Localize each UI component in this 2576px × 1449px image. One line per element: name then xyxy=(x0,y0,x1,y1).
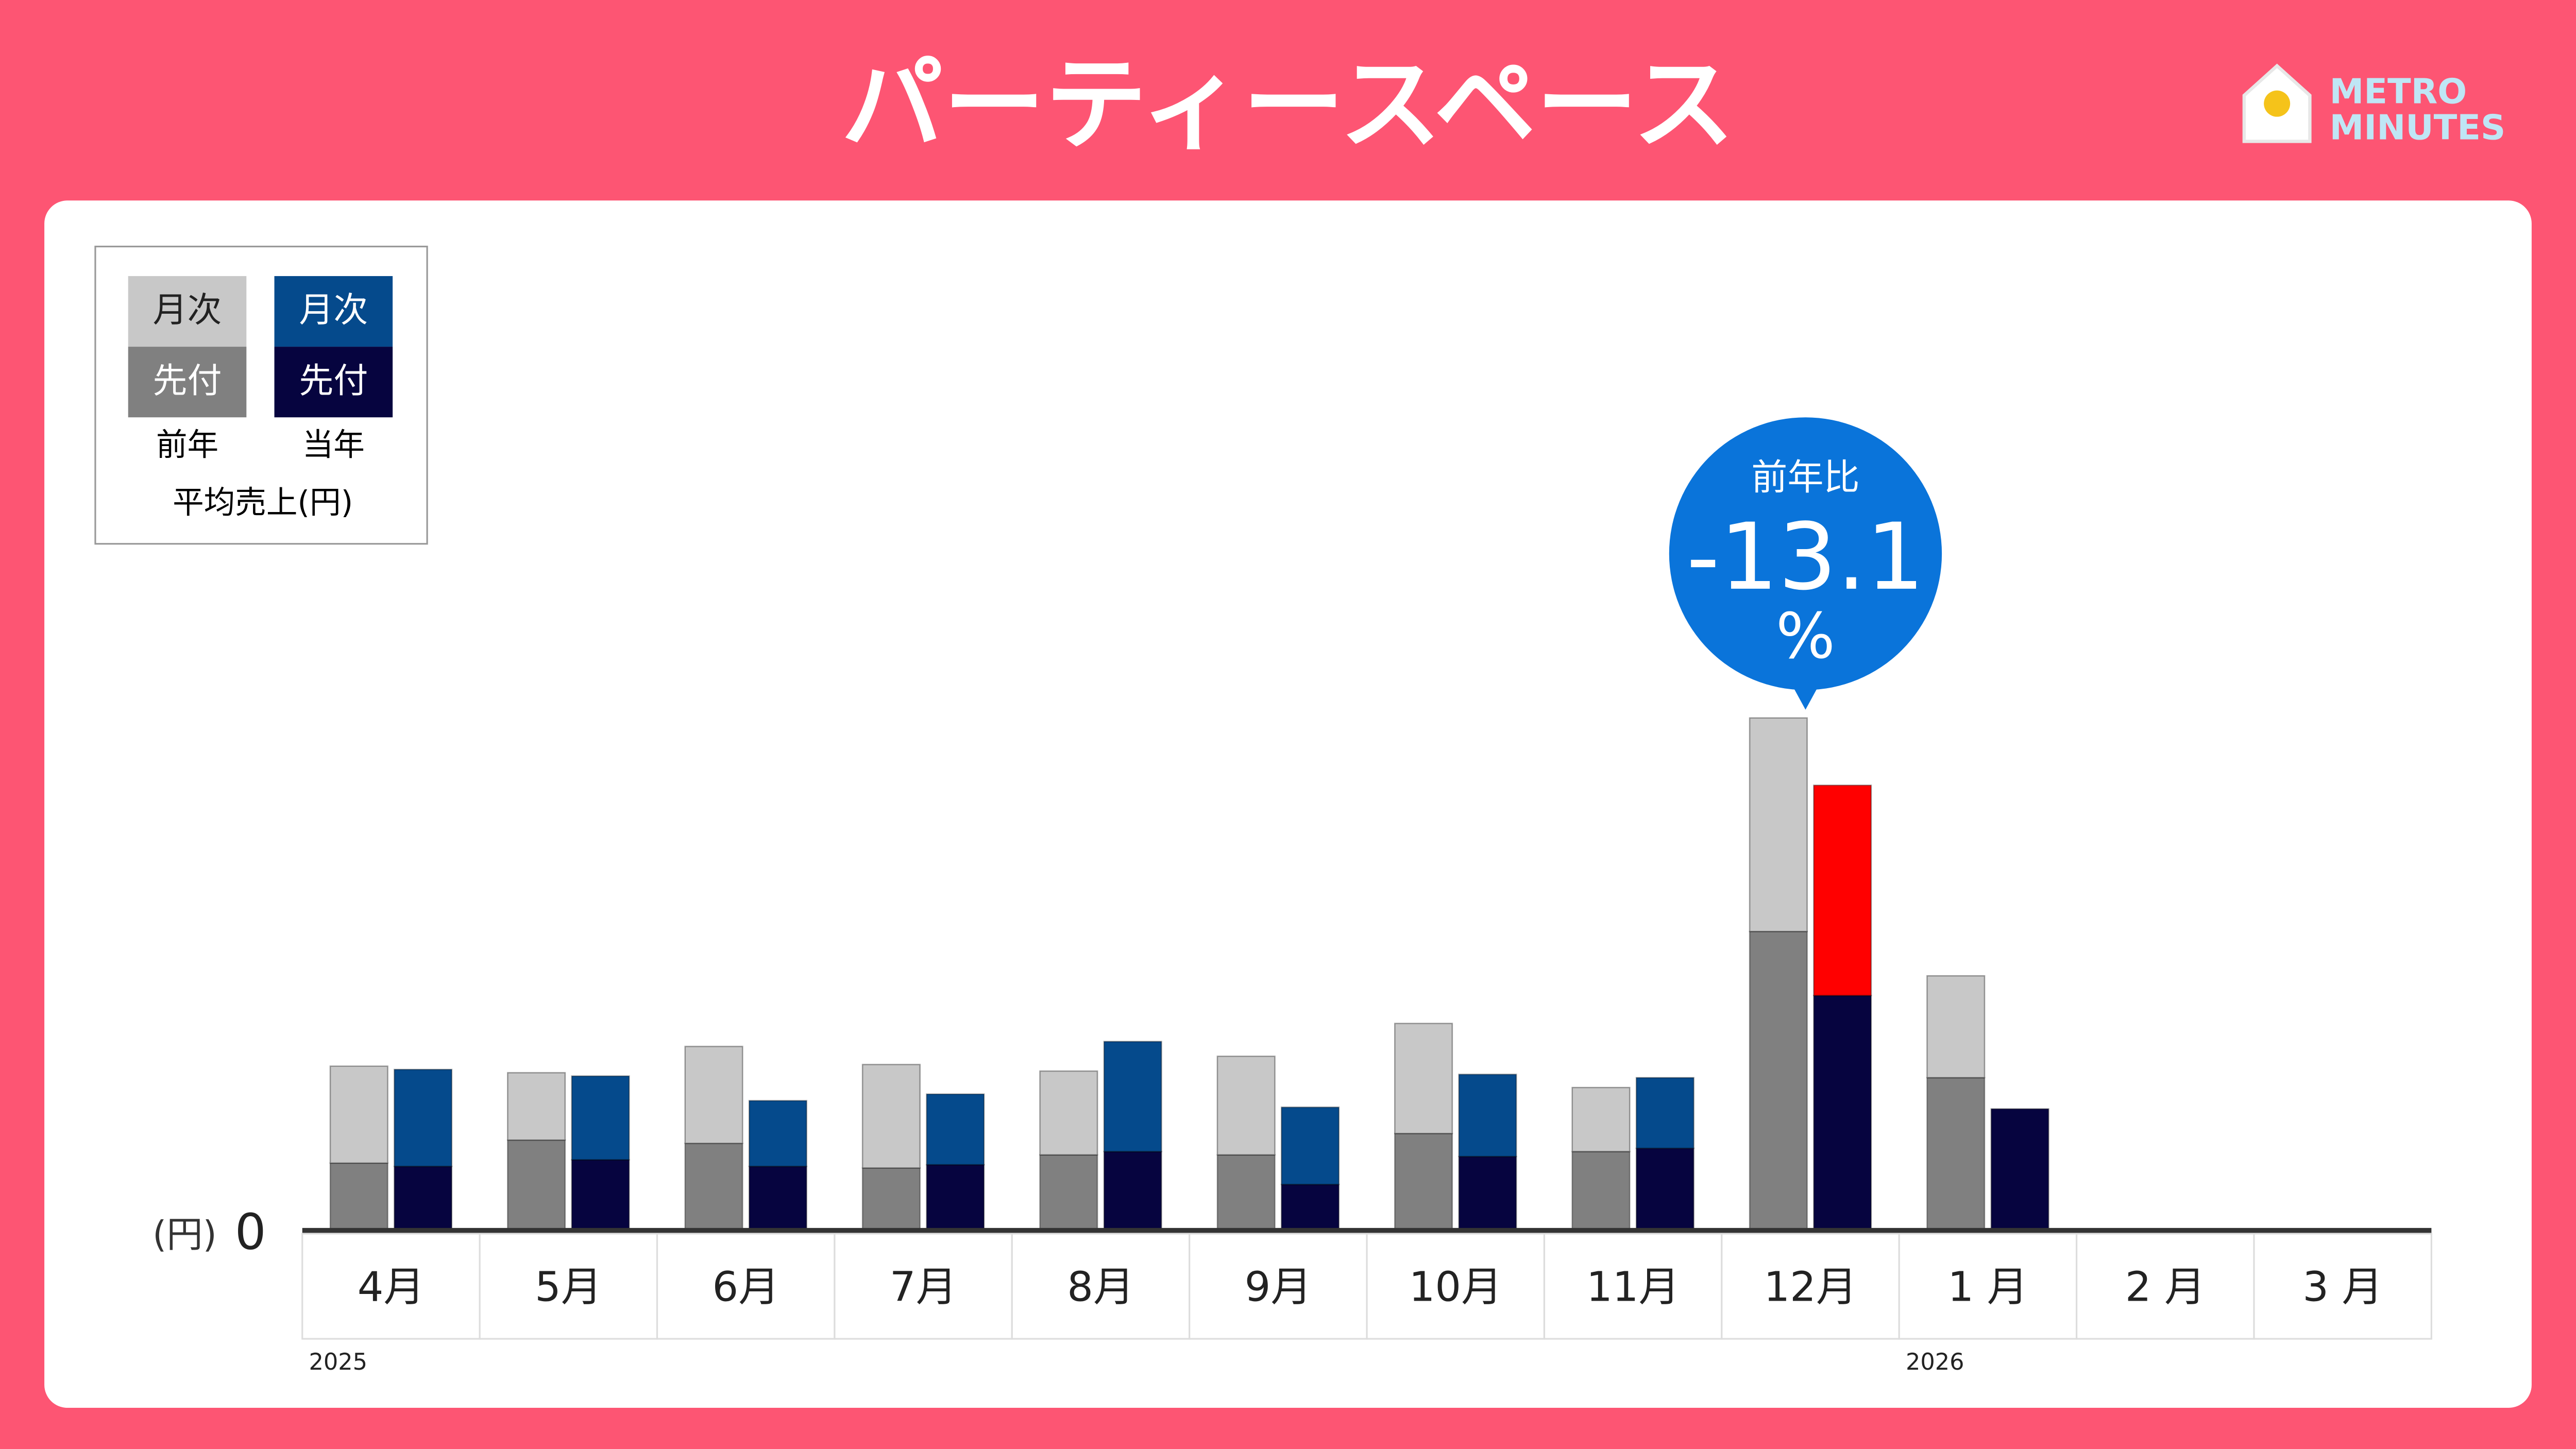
annotation-bubble xyxy=(1669,417,1942,690)
x-tick-label: 7月 xyxy=(890,1263,957,1310)
legend-label: 月次 xyxy=(153,290,222,330)
x-tick-label: 12月 xyxy=(1764,1263,1857,1310)
x-tick-label: 3 月 xyxy=(2302,1263,2383,1310)
annotation-unit: % xyxy=(1776,600,1835,673)
category-cell xyxy=(834,1233,1013,1340)
year-label: 2026 xyxy=(1906,1349,1964,1375)
category-cell xyxy=(656,1233,836,1340)
bar-segment xyxy=(684,1046,743,1144)
bar-segment xyxy=(1635,1077,1694,1149)
x-tick-label: 11月 xyxy=(1586,1263,1680,1310)
bar-segment xyxy=(748,1100,807,1167)
bar-segment xyxy=(1571,1151,1631,1231)
chart-title: パーティースペース xyxy=(841,45,1735,164)
category-cell xyxy=(479,1233,658,1340)
bar-segment xyxy=(1635,1147,1694,1231)
category-cell xyxy=(1721,1233,1900,1340)
x-tick-label: 6月 xyxy=(712,1263,779,1310)
bar-segment xyxy=(748,1166,807,1231)
bar-segment xyxy=(571,1159,630,1231)
bar-segment xyxy=(684,1143,743,1231)
bar-segment xyxy=(861,1064,921,1169)
legend-label: 月次 xyxy=(299,290,368,330)
bar-segment xyxy=(1216,1154,1276,1231)
bar-segment xyxy=(507,1072,566,1141)
bar-segment xyxy=(861,1167,921,1231)
bar-segment xyxy=(1990,1108,2049,1231)
logo-pin xyxy=(2264,90,2291,117)
bar-segment xyxy=(394,1068,453,1167)
legend-label: 先付 xyxy=(299,361,368,401)
legend-group: 前年 xyxy=(156,427,218,463)
category-cell xyxy=(1366,1233,1546,1340)
bar-segment xyxy=(1458,1155,1517,1231)
x-tick-label: 4月 xyxy=(358,1263,425,1310)
legend-swatch xyxy=(274,347,393,418)
bar-segment xyxy=(571,1075,630,1161)
x-tick-label: 1 月 xyxy=(1948,1263,2028,1310)
year-label: 2025 xyxy=(309,1349,367,1375)
bar-segment xyxy=(1039,1070,1098,1156)
legend-label: 先付 xyxy=(153,361,222,401)
bar-segment xyxy=(394,1166,453,1231)
bar-segment xyxy=(1813,995,1872,1231)
bar-segment xyxy=(1749,931,1808,1231)
bar-segment xyxy=(1926,975,1986,1079)
category-cell xyxy=(2076,1233,2255,1340)
bar-segment xyxy=(1926,1077,1986,1231)
category-cell xyxy=(1898,1233,2078,1340)
y-unit: (円) xyxy=(152,1213,217,1255)
bar-segment xyxy=(926,1164,985,1231)
category-cell xyxy=(1543,1233,1723,1340)
bar-segment xyxy=(1280,1184,1340,1231)
x-tick-label: 9月 xyxy=(1245,1263,1312,1310)
bar-segment xyxy=(1039,1154,1098,1231)
bar-segment xyxy=(1103,1041,1162,1152)
x-tick-label: 2 月 xyxy=(2125,1263,2206,1310)
annotation-value: -13.1 xyxy=(1686,504,1924,611)
bar-segment xyxy=(1394,1133,1453,1231)
bar-segment xyxy=(926,1093,985,1166)
logo-text: METRO xyxy=(2330,72,2467,112)
category-cell xyxy=(1189,1233,1368,1340)
bar-segment xyxy=(1216,1055,1276,1156)
bar-segment xyxy=(329,1065,388,1164)
annotation-label: 前年比 xyxy=(1751,456,1859,498)
bar-segment xyxy=(1103,1151,1162,1231)
category-cell xyxy=(301,1233,481,1340)
x-tick-label: 8月 xyxy=(1067,1263,1134,1310)
category-cell xyxy=(1011,1233,1191,1340)
bar-segment xyxy=(1571,1086,1631,1152)
x-tick-label: 10月 xyxy=(1409,1263,1502,1310)
logo: METRO MINUTES xyxy=(2242,63,2506,148)
legend-swatch xyxy=(274,276,393,347)
bar-segment xyxy=(329,1162,388,1231)
bar-segment xyxy=(1458,1073,1517,1157)
x-tick-label: 5月 xyxy=(535,1263,602,1310)
category-cell xyxy=(2253,1233,2432,1340)
legend-group: 当年 xyxy=(302,427,365,463)
legend-swatch xyxy=(128,276,247,347)
bar-segment xyxy=(1394,1022,1453,1134)
bar-segment xyxy=(507,1139,566,1231)
bar-segment xyxy=(1813,785,1872,996)
bar-segment xyxy=(1749,717,1808,932)
y-tick-label: 0 xyxy=(235,1203,266,1261)
legend-caption: 平均売上(円) xyxy=(173,485,353,521)
legend-swatch xyxy=(128,347,247,418)
bar-segment xyxy=(1280,1106,1340,1185)
logo-text: MINUTES xyxy=(2330,108,2506,148)
